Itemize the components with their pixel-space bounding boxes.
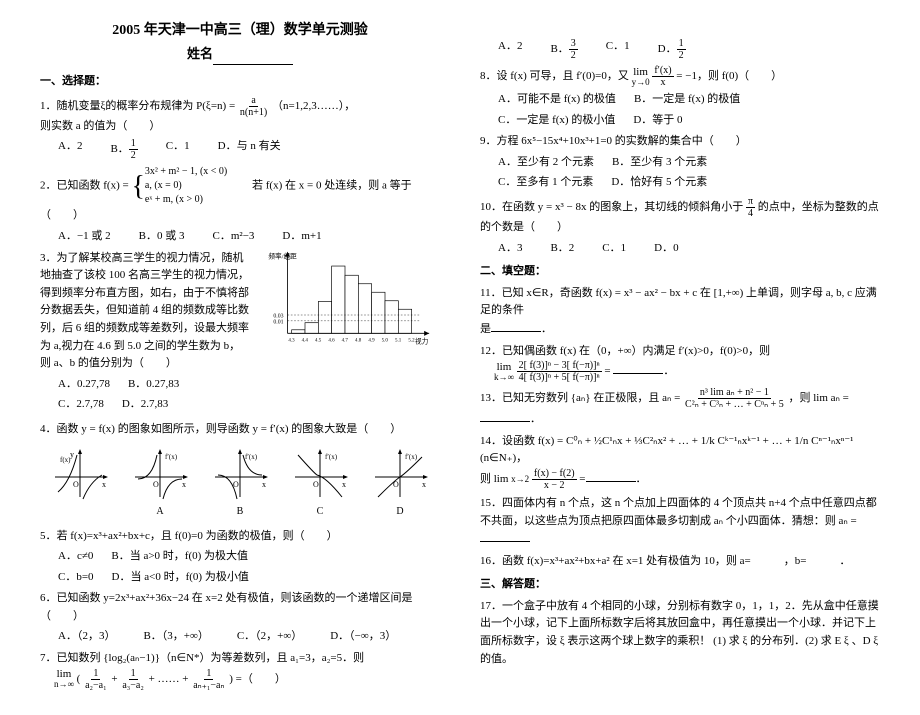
question-13: 13．已知无穷数列 {aₙ} 在正极限，且 aₙ = n³ lim aₙ + n… xyxy=(480,387,880,429)
question-3: 3．为了解某校高三学生的视力情况，随机地抽查了该校 100 名高三学生的视力情况… xyxy=(40,250,440,417)
q2-piecewise: { 3x² + m² − 1, (x < 0) a, (x = 0) eˣ + … xyxy=(131,165,227,207)
question-15: 15．四面体内有 n 个点，这 n 个点加上四面体的 4 个顶点共 n+4 个点… xyxy=(480,495,880,549)
q7-options: A．2 B．32 C．1 D．12 xyxy=(498,38,880,61)
q3-options: A．0.27,78 B．0.27,83 xyxy=(58,376,250,394)
question-7: 7．已知数列 {log₂(aₙ−1)}（n∈N*）为等差数列，且 a₁=3，a₂… xyxy=(40,650,440,691)
svg-text:O: O xyxy=(73,480,79,489)
graph-original: x y f(x) O xyxy=(50,447,110,520)
graph-c: x f′(x) O C xyxy=(290,447,350,520)
svg-text:频率/组距: 频率/组距 xyxy=(268,251,297,260)
svg-text:x: x xyxy=(422,480,426,489)
section-3-heading: 三、解答题： xyxy=(480,576,880,594)
svg-text:4.3: 4.3 xyxy=(288,338,295,343)
q3-histogram: 0.01 0.03 频率/组距 视力 4.3 4.4 4.5 4.6 4.7 4.8 4.9… xyxy=(260,250,440,350)
svg-text:x: x xyxy=(102,480,106,489)
svg-text:O: O xyxy=(233,480,239,489)
lim-icon: limn→∞ xyxy=(54,669,74,689)
svg-text:4.9: 4.9 xyxy=(368,338,375,343)
svg-text:x: x xyxy=(342,480,346,489)
question-12: 12．已知偶函数 f(x) 在（0，+∞）内满足 f′(x)>0，f(0)>0，… xyxy=(480,343,880,384)
svg-text:f′(x): f′(x) xyxy=(165,453,178,461)
svg-text:4.4: 4.4 xyxy=(302,338,309,343)
svg-text:f′(x): f′(x) xyxy=(325,453,338,461)
svg-text:O: O xyxy=(153,480,159,489)
svg-text:5.0: 5.0 xyxy=(382,338,389,343)
svg-text:O: O xyxy=(393,480,399,489)
lim-icon: limy→0 xyxy=(632,67,650,87)
graph-a: x f′(x) O A xyxy=(130,447,190,520)
question-10: 10．在函数 y = x³ − 8x 的图象上，其切线的倾斜角小于 π4 的点中… xyxy=(480,196,880,257)
svg-text:4.5: 4.5 xyxy=(315,338,322,343)
subtitle-prefix: 姓名 xyxy=(187,46,213,61)
svg-text:4.8: 4.8 xyxy=(355,338,362,343)
question-8: 8．设 f(x) 可导，且 f′(0)=0，又 limy→0 f′(x)x = … xyxy=(480,65,880,129)
question-9: 9．方程 6x⁵−15x⁴+10x³+1=0 的实数解的集合中（ ） A．至少有… xyxy=(480,133,880,192)
q1-options: A．2 B．12 C．1 D．与 n 有关 xyxy=(58,138,440,161)
page-title: 2005 年天津一中高三（理）数学单元测验 xyxy=(40,20,440,42)
svg-text:x: x xyxy=(182,480,186,489)
question-14: 14．设函数 f(x) = C⁰ₙ + ½C¹ₙx + ⅓C²ₙx² + … +… xyxy=(480,433,880,491)
question-6: 6．已知函数 y=2x³+ax²+36x−24 在 x=2 处有极值，则该函数的… xyxy=(40,590,440,646)
question-11: 11．已知 x∈R，奇函数 f(x) = x³ − ax² − bx + c 在… xyxy=(480,285,880,339)
graph-b: x f′(x) O B xyxy=(210,447,270,520)
svg-text:4.6: 4.6 xyxy=(328,338,335,343)
svg-text:视力: 视力 xyxy=(415,336,429,345)
svg-text:x: x xyxy=(262,480,266,489)
svg-text:O: O xyxy=(313,480,319,489)
q2-options: A．−1 或 2 B．0 或 3 C．m²−3 D．m+1 xyxy=(58,228,440,246)
right-column: A．2 B．32 C．1 D．12 8．设 f(x) 可导，且 f′(0)=0，… xyxy=(480,20,880,695)
q1-fraction: a n(n+1) xyxy=(238,95,269,118)
section-1-heading: 一、选择题： xyxy=(40,73,440,91)
name-blank xyxy=(213,52,293,65)
svg-text:y: y xyxy=(70,450,74,459)
svg-text:5.2: 5.2 xyxy=(408,338,415,343)
svg-text:5.1: 5.1 xyxy=(395,338,402,343)
question-5: 5．若 f(x)=x³+ax²+bx+c，且 f(0)=0 为函数的极值，则（ … xyxy=(40,528,440,587)
q4-graphs: x y f(x) O x f′(x) O A xyxy=(40,447,440,520)
question-17: 17．一个盒子中放有 4 个相同的小球，分别标有数字 0，1，1，2．先从盒中任… xyxy=(480,598,880,668)
svg-text:f(x): f(x) xyxy=(60,456,71,464)
subtitle: 姓名 xyxy=(40,44,440,65)
question-2: 2．已知函数 f(x) = { 3x² + m² − 1, (x < 0) a,… xyxy=(40,165,440,245)
svg-text:4.7: 4.7 xyxy=(342,338,349,343)
left-column: 2005 年天津一中高三（理）数学单元测验 姓名 一、选择题： 1．随机变量ξ的… xyxy=(40,20,440,695)
question-16: 16．函数 f(x)=x³+ax²+bx+a² 在 x=1 处有极值为 10，则… xyxy=(480,553,880,571)
graph-d: x f′(x) O D xyxy=(370,447,430,520)
svg-text:f′(x): f′(x) xyxy=(405,453,418,461)
svg-text:0.03: 0.03 xyxy=(273,313,283,319)
svg-text:f′(x): f′(x) xyxy=(245,453,258,461)
section-2-heading: 二、填空题： xyxy=(480,263,880,281)
question-1: 1．随机变量ξ的概率分布规律为 P(ξ=n) = a n(n+1) （n=1,2… xyxy=(40,95,440,162)
svg-text:0.01: 0.01 xyxy=(273,319,283,325)
question-4: 4．函数 y = f(x) 的图象如图所示，则导函数 y = f′(x) 的图象… xyxy=(40,421,440,520)
